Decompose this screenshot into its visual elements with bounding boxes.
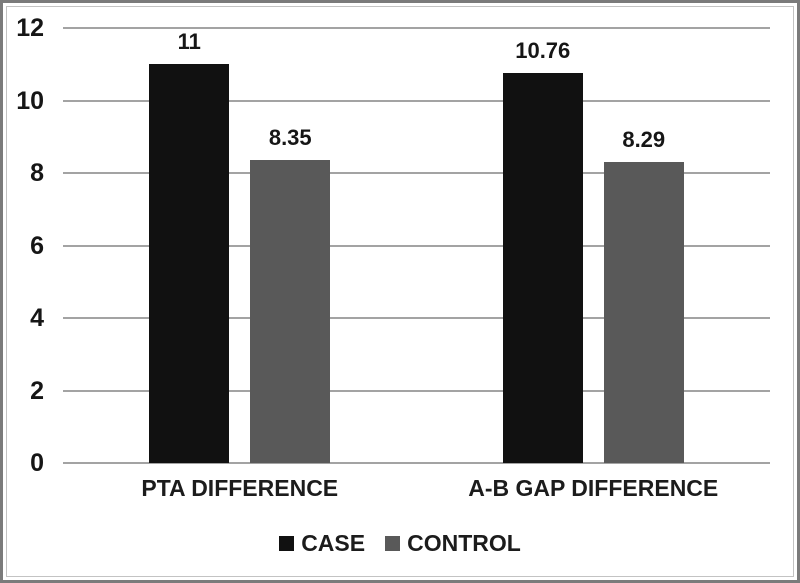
bar-value-label: 8.35 [268, 125, 312, 151]
gridline [63, 27, 770, 29]
y-axis-tick-label: 6 [30, 231, 44, 260]
legend-label: CASE [301, 530, 366, 556]
bar-value-label: 11 [177, 29, 201, 55]
gridline [63, 244, 770, 247]
y-axis-tick-label: 12 [16, 14, 44, 42]
legend: CASE CONTROL [0, 530, 800, 557]
y-axis-tick-label: 4 [30, 304, 44, 332]
legend-label: CONTROL [407, 530, 521, 556]
bar-value-label: 10.76 [515, 37, 571, 63]
bar-case [502, 72, 583, 463]
category-label: PTA DIFFERENCE [141, 475, 339, 501]
legend-swatch-control [385, 536, 401, 551]
gridline [63, 317, 770, 319]
legend-item: CASE [279, 530, 365, 557]
bar-control [603, 162, 684, 463]
y-axis-tick-label: 10 [16, 86, 44, 115]
gridline [63, 462, 770, 464]
category-label: A-B GAP DIFFERENCE [468, 475, 719, 501]
legend-swatch-case [279, 536, 295, 551]
gridline [63, 172, 770, 174]
y-axis-tick-label: 8 [30, 159, 44, 187]
gridline [63, 389, 770, 392]
legend-item: CONTROL [385, 530, 521, 557]
bar-value-label: 8.29 [622, 127, 666, 153]
bar-case [149, 64, 230, 463]
gridline [63, 99, 770, 102]
y-axis-tick-label: 0 [30, 449, 44, 477]
y-axis-tick-label: 2 [30, 376, 44, 405]
bar-control [250, 160, 331, 463]
